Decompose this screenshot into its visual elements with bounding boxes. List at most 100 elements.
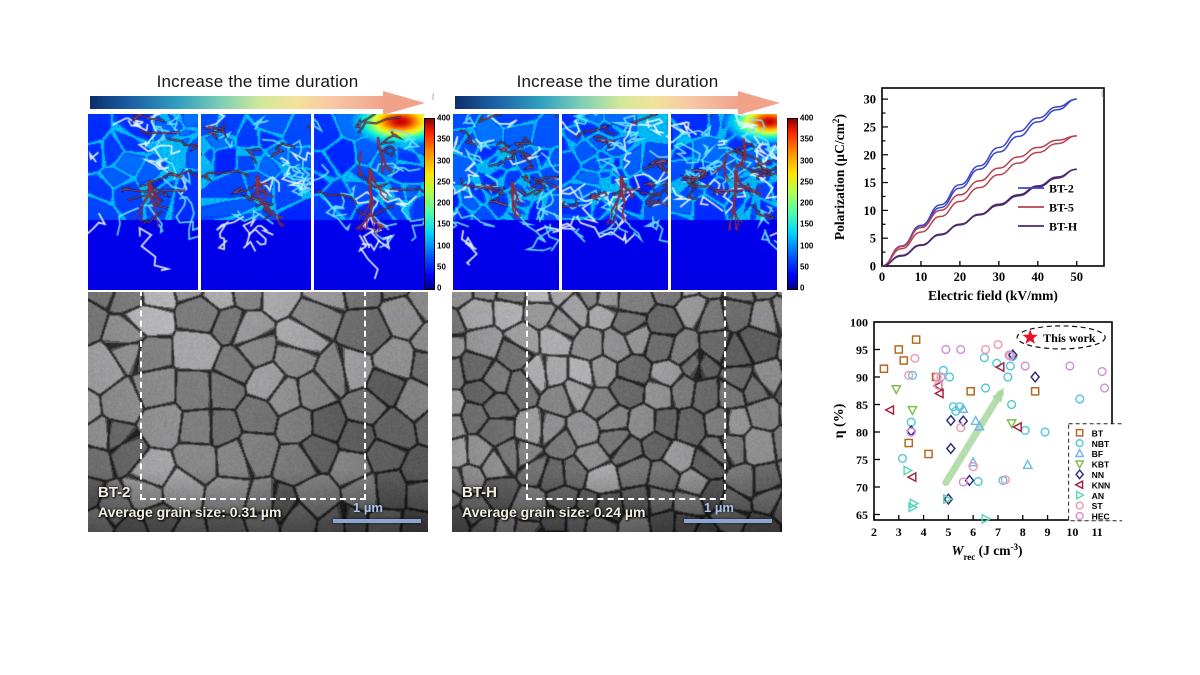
scatter-point [1097,366,1107,377]
scatter-point [966,387,975,396]
scatter-point [958,477,968,487]
this-work-star-icon [1022,329,1038,344]
scatter-ytick-label: 90 [856,371,868,385]
scatter-point [1074,460,1085,470]
pe-ytick-label: 25 [864,120,877,134]
scatter-xtick-label: 10 [1066,525,1078,539]
right-arrow-label: Increase the time duration [516,72,719,91]
scatter-point [932,372,942,382]
scatter-point [973,420,985,431]
scatter-point [956,423,966,433]
right-simulation-row [453,114,777,290]
scatter-point [1075,428,1084,437]
sem-panel-bt2: BT-2 Average grain size: 0.31 µm 1 µm [88,292,428,532]
scatter-point [890,385,902,396]
pe-curve-bt-2-charge [881,98,1077,267]
scatter-point [1000,475,1010,485]
scatter-xtick-label: 9 [1045,525,1051,539]
pe-yaxis-title: Polarization (µC/cm2) [832,114,847,240]
scatter-point [1030,371,1041,383]
sem-roi-box-right [526,292,726,500]
scatter-ytick-label: 85 [856,398,868,412]
pe-xtick-label: 30 [993,270,1006,284]
scatter-ytick-label: 80 [856,426,868,440]
pe-xtick-label: 20 [954,270,967,284]
scatter-ytick-label: 100 [850,316,868,330]
pe-ytick-label: 20 [864,148,877,162]
scatter-legend-label: AN [1092,491,1104,501]
colorbar-tick: 200 [800,198,814,208]
pe-xtick-label: 0 [879,270,885,284]
colorbar-tick: 0 [800,283,805,293]
sem-sample-label-right: BT-H [462,484,497,501]
colorbar-tick: 400 [437,113,451,123]
left-arrow-bar [90,91,425,115]
scatter-point [1074,479,1084,490]
scatter-legend-label: BF [1092,449,1103,459]
scatter-point [943,493,954,506]
left-colorbar: 0 50 100 150 200 250 300 350 400 [424,114,454,293]
scatter-point [897,453,908,463]
scatter-xtick-label: 5 [945,525,951,539]
sim-frame-left-3 [314,114,424,290]
eta-wrec-plot: 2 3 4 5 6 7 8 9 10 11 65 70 75 80 85 90 95 100 This work BT… [830,312,1122,562]
scatter-point [1065,361,1075,371]
scatter-point [894,345,904,354]
colorbar-tick: 250 [800,177,814,187]
this-work-callout [1016,325,1106,350]
scatter-xtick-label: 3 [896,525,902,539]
sim-frame-right-2 [562,114,668,290]
scatter-point [1075,501,1084,510]
stray-mark-a: ſ [432,92,434,102]
scatter-xtick-label: 6 [970,525,976,539]
left-arrow-head [383,91,425,115]
scatter-point [933,388,944,399]
scatter-point [904,438,914,448]
scatter-legend-label: KNN [1092,480,1111,490]
sim-frame-left-1 [88,114,198,290]
scatter-point [907,405,918,416]
scatter-point [980,344,991,355]
scatter-point [945,414,956,427]
scatter-point [1005,361,1015,371]
colorbar-tick: 200 [437,198,451,208]
pe-xtick-label: 40 [1032,270,1045,284]
scatter-point [899,356,909,365]
scatter-point [1004,350,1014,360]
sem-scale-label-right: 1 µm [704,500,734,515]
sem-grain-size-left: Average grain size: 0.31 µm [98,504,282,520]
pe-xtick-label: 10 [915,270,928,284]
scatter-point [967,456,979,467]
left-simulation-row [88,114,424,290]
scatter-xtick-label: 4 [921,525,927,539]
scatter-xtick-label: 2 [871,525,877,539]
scatter-point [1099,383,1110,393]
sem-scale-label-left: 1 µm [353,500,383,515]
right-arrow-head [738,91,780,115]
scatter-point [910,353,920,363]
scatter-point [958,415,969,427]
eta-wrec-plot-svg: 2 3 4 5 6 7 8 9 10 11 65 70 75 80 85 90 95 100 This work BT… [832,316,1122,562]
colorbar-tick: 300 [800,156,814,165]
scatter-point [993,339,1003,350]
scatter-point [994,361,1005,373]
scatter-ytick-label: 65 [856,508,868,522]
left-colorbar-strip [424,118,435,290]
sim-frame-right-1 [453,114,559,290]
scatter-point [964,474,975,487]
pe-ytick-label: 5 [870,232,876,246]
left-arrow-label: Increase the time duration [156,72,359,91]
pe-xtick-label: 50 [1070,270,1083,284]
scatter-point [907,370,918,380]
scatter-point [1011,421,1022,433]
scatter-legend-label: HEC [1092,512,1110,522]
colorbar-tick: 50 [800,262,809,272]
scatter-xtick-label: 7 [995,525,1001,539]
scatter-legend-label: KBT [1092,460,1110,470]
scatter-point [941,344,951,355]
colorbar-tick: 150 [437,219,451,229]
scatter-xtick-label: 8 [1020,525,1026,539]
trend-arrow-head [992,387,1005,403]
scatter-point [1003,372,1013,382]
